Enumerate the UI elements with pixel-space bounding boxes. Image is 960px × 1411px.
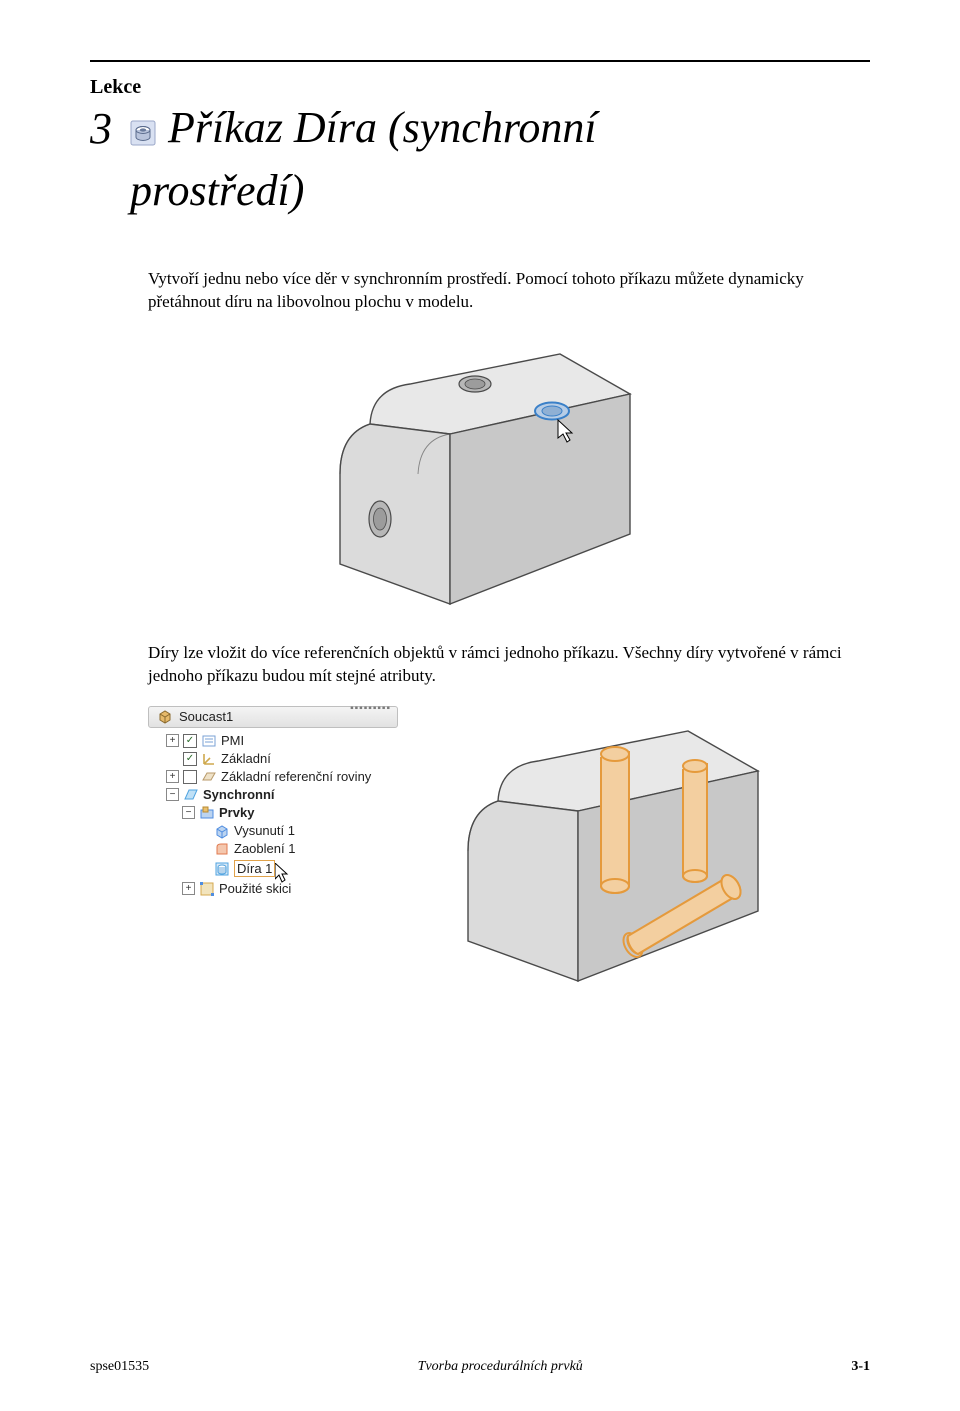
footer-right: 3-1 <box>851 1359 870 1375</box>
tree-label: Synchronní <box>203 787 275 802</box>
page-footer: spse01535 Tvorba procedurálních prvků 3-… <box>90 1359 870 1375</box>
cursor-icon <box>275 863 289 883</box>
illustration-cube-selected-holes <box>428 706 788 1006</box>
fillet-icon <box>214 841 230 857</box>
feature-tree-panel: Soucast1 ▪▪▪▪▪▪▪▪▪ + ✓ PMI ✓ Základní <box>148 706 398 900</box>
checkbox-icon[interactable]: ✓ <box>183 752 197 766</box>
hole-command-icon <box>130 120 156 146</box>
paragraph-1: Vytvoří jednu nebo více děr v synchronní… <box>148 268 848 314</box>
tree-label: Vysunutí 1 <box>234 823 295 838</box>
collapse-icon[interactable]: − <box>166 788 179 801</box>
features-icon <box>199 805 215 821</box>
tree-body: + ✓ PMI ✓ Základní + Základní referenční… <box>148 728 398 900</box>
coord-sys-icon <box>201 751 217 767</box>
illustration-cube-holes <box>300 334 660 614</box>
tree-label: PMI <box>221 733 244 748</box>
extrude-icon <box>214 823 230 839</box>
tree-label: Základní referenční roviny <box>221 769 371 784</box>
titlebar-grip-icon: ▪▪▪▪▪▪▪▪▪ <box>350 703 391 714</box>
tree-node-zaobleni[interactable]: Zaoblení 1 <box>150 840 396 858</box>
tree-node-ref-planes[interactable]: + Základní referenční roviny <box>150 768 396 786</box>
tree-node-synchronni[interactable]: − Synchronní <box>150 786 396 804</box>
sync-icon <box>183 787 199 803</box>
footer-left: spse01535 <box>90 1359 149 1375</box>
chapter-number: 3 <box>90 103 112 151</box>
hole-feature-icon <box>214 861 230 877</box>
tree-label-selected: Díra 1 <box>234 860 275 877</box>
checkbox-icon[interactable]: ✓ <box>183 734 197 748</box>
tree-label: Prvky <box>219 805 254 820</box>
expand-icon[interactable]: + <box>166 770 179 783</box>
tree-node-prvky[interactable]: − Prvky <box>150 804 396 822</box>
footer-center: Tvorba procedurálních prvků <box>418 1359 583 1375</box>
title-line-1: Příkaz Díra (synchronní <box>168 103 597 154</box>
tree-root-label: Soucast1 <box>179 709 233 724</box>
tree-label: Použité skici <box>219 881 291 896</box>
title-line-2: prostředí) <box>130 166 783 217</box>
tree-titlebar[interactable]: Soucast1 ▪▪▪▪▪▪▪▪▪ <box>148 706 398 728</box>
top-rule <box>90 60 870 62</box>
expand-icon[interactable]: + <box>182 882 195 895</box>
paragraph-2: Díry lze vložit do více referenčních obj… <box>148 642 848 688</box>
expand-icon[interactable]: + <box>166 734 179 747</box>
chapter-heading: 3 Příkaz Díra (synchronní prostředí) <box>90 103 870 216</box>
pmi-icon <box>201 733 217 749</box>
tree-node-zakladni[interactable]: ✓ Základní <box>150 750 396 768</box>
tree-node-pouzite-skici[interactable]: + Použité skici <box>150 880 396 898</box>
chapter-title: Příkaz Díra (synchronní prostředí) <box>130 103 783 216</box>
checkbox-icon[interactable] <box>183 770 197 784</box>
tree-node-dira[interactable]: Díra 1 <box>150 858 396 880</box>
sketch-icon <box>199 881 215 897</box>
collapse-icon[interactable]: − <box>182 806 195 819</box>
tree-label: Zaoblení 1 <box>234 841 295 856</box>
tree-node-pmi[interactable]: + ✓ PMI <box>150 732 396 750</box>
lekce-label: Lekce <box>90 76 870 99</box>
tree-node-vysunuti[interactable]: Vysunutí 1 <box>150 822 396 840</box>
plane-icon <box>201 769 217 785</box>
tree-label: Základní <box>221 751 271 766</box>
part-icon <box>157 709 173 725</box>
